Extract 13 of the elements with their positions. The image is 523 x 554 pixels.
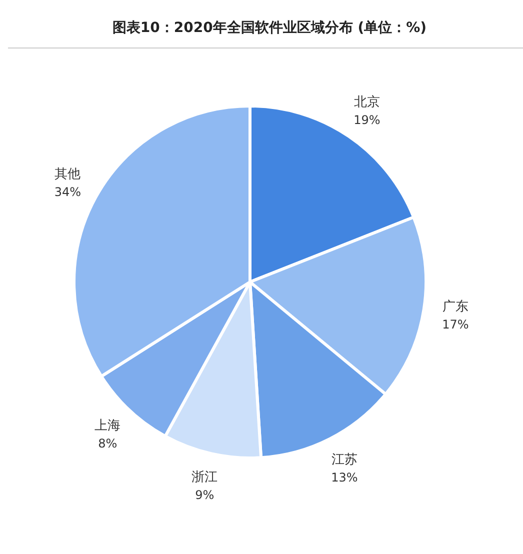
slice-label: 上海	[94, 418, 121, 434]
slice-label: 北京	[354, 94, 380, 110]
slice-label: 浙江	[192, 470, 218, 485]
data-label: 8%	[98, 436, 118, 451]
data-label: 13%	[331, 470, 358, 484]
data-label: 19%	[354, 112, 380, 127]
data-label: 9%	[195, 488, 214, 502]
data-label: 17%	[442, 318, 469, 332]
chart-title: 图表10：2020年全国软件业区域分布 (单位：%)	[112, 20, 427, 36]
slice-label: 广东	[442, 300, 468, 315]
slice-label: 其他	[54, 166, 81, 182]
slice-label: 江苏	[331, 452, 358, 468]
data-label: 34%	[54, 184, 82, 199]
